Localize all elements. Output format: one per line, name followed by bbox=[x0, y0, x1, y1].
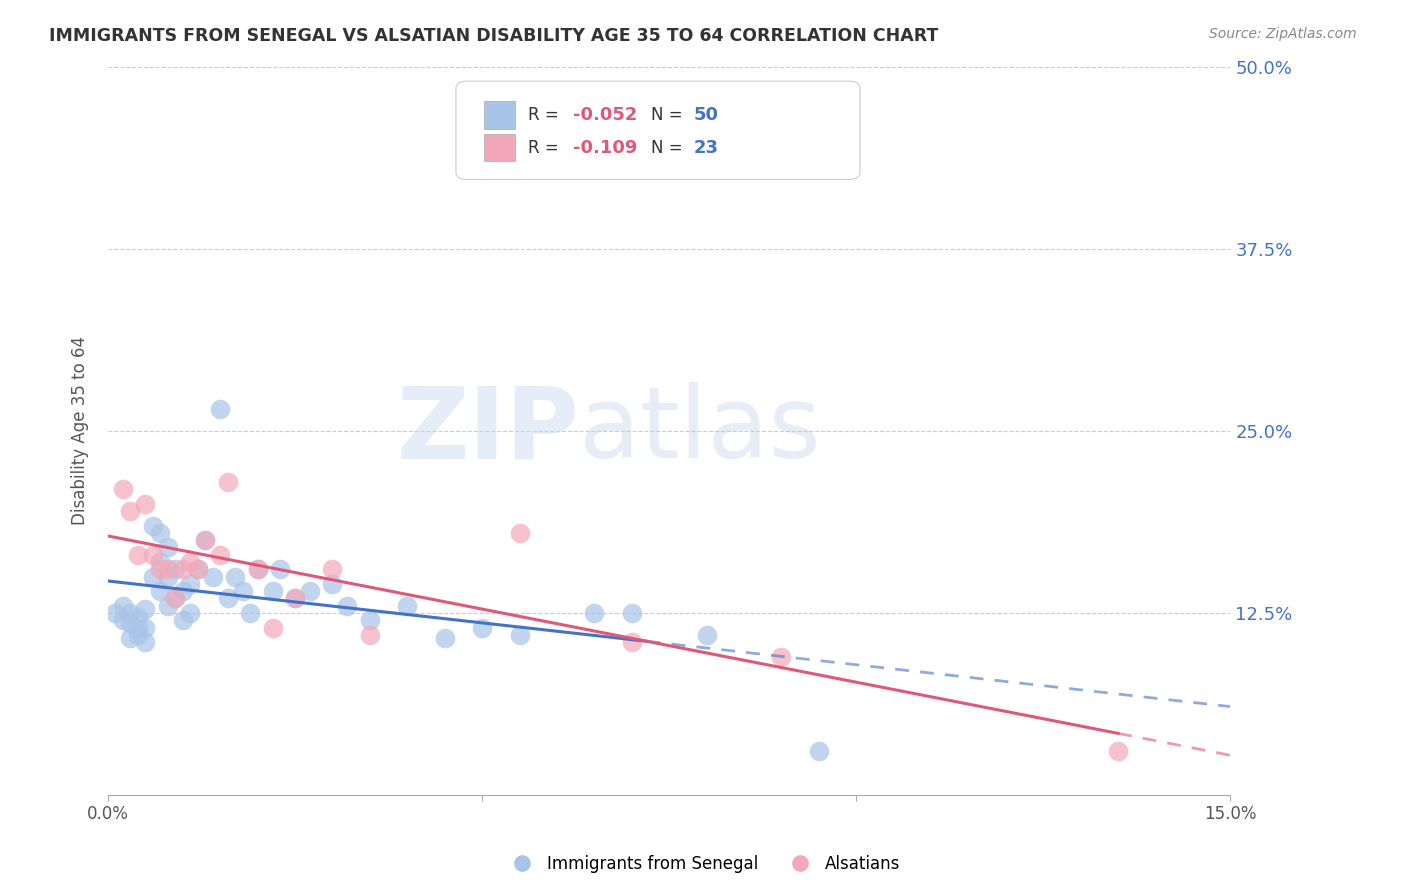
Point bbox=[142, 569, 165, 583]
FancyBboxPatch shape bbox=[456, 81, 860, 179]
FancyBboxPatch shape bbox=[484, 134, 516, 161]
Point bbox=[1107, 744, 1129, 758]
Text: ZIP: ZIP bbox=[396, 383, 579, 479]
Point bbox=[359, 613, 381, 627]
Point bbox=[134, 601, 156, 615]
Text: N =: N = bbox=[651, 105, 688, 124]
Point bbox=[165, 562, 187, 576]
Point bbox=[321, 562, 343, 576]
Point bbox=[179, 555, 201, 569]
Point bbox=[120, 631, 142, 645]
Text: 23: 23 bbox=[693, 139, 718, 157]
Point bbox=[149, 584, 172, 599]
Point bbox=[583, 606, 606, 620]
Point bbox=[284, 591, 307, 606]
Point bbox=[172, 584, 194, 599]
Point bbox=[149, 525, 172, 540]
Point bbox=[232, 584, 254, 599]
Point bbox=[134, 497, 156, 511]
Point bbox=[807, 744, 830, 758]
Text: IMMIGRANTS FROM SENEGAL VS ALSATIAN DISABILITY AGE 35 TO 64 CORRELATION CHART: IMMIGRANTS FROM SENEGAL VS ALSATIAN DISA… bbox=[49, 27, 939, 45]
Point bbox=[142, 548, 165, 562]
Point bbox=[187, 562, 209, 576]
Point bbox=[127, 628, 149, 642]
Point bbox=[262, 620, 284, 634]
Point bbox=[172, 613, 194, 627]
Point bbox=[156, 562, 179, 576]
Point bbox=[269, 562, 291, 576]
Point bbox=[696, 628, 718, 642]
Point bbox=[172, 562, 194, 576]
Point bbox=[509, 628, 531, 642]
Legend: Immigrants from Senegal, Alsatians: Immigrants from Senegal, Alsatians bbox=[499, 848, 907, 880]
Point bbox=[194, 533, 217, 547]
Point bbox=[111, 482, 134, 496]
Point bbox=[156, 569, 179, 583]
Point bbox=[120, 504, 142, 518]
Point bbox=[127, 610, 149, 624]
Point bbox=[620, 635, 643, 649]
Point bbox=[246, 562, 269, 576]
Text: Source: ZipAtlas.com: Source: ZipAtlas.com bbox=[1209, 27, 1357, 41]
Point bbox=[396, 599, 419, 613]
Point bbox=[127, 548, 149, 562]
Text: R =: R = bbox=[527, 105, 564, 124]
Point bbox=[134, 635, 156, 649]
Point bbox=[239, 606, 262, 620]
Point bbox=[336, 599, 359, 613]
Point bbox=[165, 591, 187, 606]
Point bbox=[187, 562, 209, 576]
Point bbox=[120, 616, 142, 631]
Point bbox=[194, 533, 217, 547]
Point bbox=[217, 591, 239, 606]
Point bbox=[165, 591, 187, 606]
Point bbox=[298, 584, 321, 599]
Point bbox=[433, 631, 456, 645]
Point bbox=[120, 606, 142, 620]
Point bbox=[359, 628, 381, 642]
Point bbox=[149, 555, 172, 569]
Text: R =: R = bbox=[527, 139, 564, 157]
Point bbox=[179, 606, 201, 620]
Point bbox=[620, 606, 643, 620]
Point bbox=[156, 541, 179, 555]
Text: -0.109: -0.109 bbox=[572, 139, 637, 157]
Text: -0.052: -0.052 bbox=[572, 105, 637, 124]
Y-axis label: Disability Age 35 to 64: Disability Age 35 to 64 bbox=[72, 336, 89, 525]
Point bbox=[262, 584, 284, 599]
Point bbox=[471, 620, 494, 634]
Point bbox=[149, 562, 172, 576]
FancyBboxPatch shape bbox=[484, 101, 516, 128]
Point bbox=[284, 591, 307, 606]
Point bbox=[142, 518, 165, 533]
Point bbox=[156, 599, 179, 613]
Point bbox=[321, 576, 343, 591]
Point bbox=[509, 525, 531, 540]
Point bbox=[127, 620, 149, 634]
Point bbox=[209, 548, 232, 562]
Point bbox=[246, 562, 269, 576]
Point bbox=[209, 401, 232, 416]
Point bbox=[104, 606, 127, 620]
Text: N =: N = bbox=[651, 139, 688, 157]
Point bbox=[217, 475, 239, 489]
Point bbox=[134, 620, 156, 634]
Text: 50: 50 bbox=[693, 105, 718, 124]
Point bbox=[224, 569, 246, 583]
Point bbox=[770, 649, 793, 664]
Point bbox=[201, 569, 224, 583]
Point bbox=[111, 599, 134, 613]
Point bbox=[111, 613, 134, 627]
Text: atlas: atlas bbox=[579, 383, 821, 479]
Point bbox=[179, 576, 201, 591]
